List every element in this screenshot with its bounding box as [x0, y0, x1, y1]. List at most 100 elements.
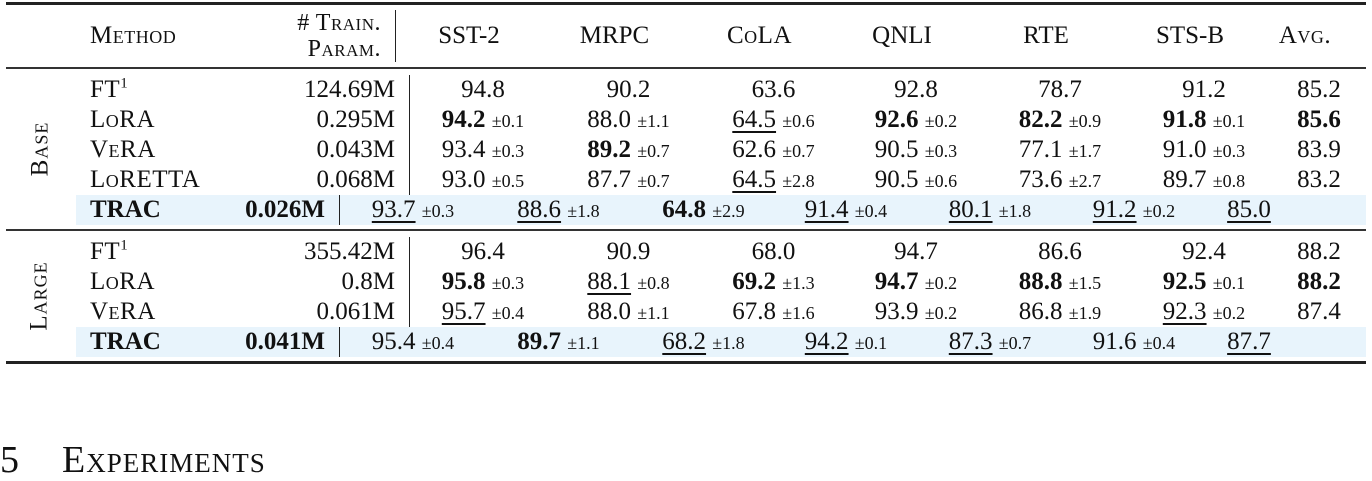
score-cola: 69.2 ±1.3	[701, 267, 846, 298]
method-label: LoRA	[90, 268, 155, 295]
score-value: 88.8	[1018, 267, 1063, 295]
score-value: 87.3	[948, 327, 993, 355]
score-value: 93.4	[441, 135, 486, 163]
method-name: VeRA	[76, 135, 258, 165]
score-value: 91.2	[1182, 76, 1226, 103]
score-mrpc: 88.6 ±1.8	[486, 195, 631, 226]
score-avg: 85.6	[1274, 105, 1364, 135]
header-cola: CoLA	[727, 22, 792, 49]
score-stddev: ±2.8	[782, 170, 815, 191]
footnote-marker: 1	[120, 75, 129, 92]
table-row: FT1 355.42M 96.4 90.9 68.0 94.7 86.6 92.4 88.2	[6, 237, 1366, 267]
score-qnli: 92.6 ±0.2	[846, 105, 986, 136]
score-value: 86.8	[1018, 297, 1063, 325]
score-stddev: ±1.7	[1068, 140, 1102, 161]
trainable-params: 0.043M	[258, 135, 410, 165]
table-row: TRAC 0.041M 95.4 ±0.4 89.7 ±1.1 68.2 ±1.8 94.…	[76, 327, 1366, 357]
method-name: LoRA	[76, 267, 258, 297]
top-rule	[6, 2, 1366, 5]
method-label: FT	[90, 76, 121, 103]
table-row: FT1 124.69M 94.8 90.2 63.6 92.8 78.7 91.2 85.2	[6, 75, 1366, 105]
score-value: 95.4	[371, 327, 416, 355]
score-value: 92.5	[1162, 267, 1207, 295]
score-qnli: 93.9 ±0.2	[846, 297, 986, 328]
score-mrpc: 88.0 ±1.1	[556, 297, 701, 328]
score-mrpc: 89.7 ±1.1	[486, 327, 631, 358]
score-avg: 85.0	[1204, 195, 1294, 225]
method-label: LoRA	[90, 106, 155, 133]
score-sst2: 93.7 ±0.3	[340, 195, 486, 226]
score-value: 87.7	[587, 165, 632, 193]
score-qnli: 91.4 ±0.4	[776, 195, 916, 226]
score-value: 88.0	[587, 297, 632, 325]
score-stsb: 91.8 ±0.1	[1134, 105, 1274, 136]
header-rte: RTE	[1023, 22, 1069, 49]
trainable-params: 0.8M	[258, 267, 410, 297]
score-value: 77.1	[1018, 135, 1063, 163]
score-value: 95.7	[441, 297, 486, 325]
score-value: 96.4	[461, 238, 505, 265]
score-stddev: ±0.7	[782, 140, 815, 161]
score-rte: 73.6 ±2.7	[986, 165, 1134, 196]
score-avg: 85.2	[1274, 75, 1364, 105]
score-stddev: ±0.2	[924, 110, 958, 131]
score-value: 91.8	[1162, 105, 1207, 133]
score-stddev: ±0.6	[924, 170, 958, 191]
score-value: 89.2	[587, 135, 632, 163]
footnote-marker: 1	[120, 237, 129, 254]
score-stddev: ±0.2	[924, 272, 958, 293]
score-mrpc: 88.0 ±1.1	[556, 105, 701, 136]
method-name: LoRA	[76, 105, 258, 135]
score-cola: 68.2 ±1.8	[631, 327, 776, 358]
score-value: 88.2	[1297, 268, 1341, 295]
header-avg: Avg.	[1278, 22, 1332, 49]
score-value: 63.6	[751, 76, 796, 103]
score-value: 91.6	[1092, 327, 1137, 355]
score-value: 90.5	[874, 165, 919, 193]
section-heading: 5 Experiments	[0, 440, 266, 480]
method-label: VeRA	[90, 298, 156, 325]
method-name: FT1	[76, 237, 258, 267]
score-stsb: 92.4	[1134, 237, 1274, 267]
score-stddev: ±0.3	[1212, 140, 1246, 161]
score-stsb: 92.3 ±0.2	[1134, 297, 1274, 328]
score-value: 94.8	[461, 76, 505, 103]
score-stddev: ±1.8	[567, 200, 600, 221]
score-value: 94.2	[804, 327, 849, 355]
score-stddev: ±0.7	[998, 332, 1032, 353]
score-stddev: ±2.9	[712, 200, 745, 221]
score-qnli: 92.8	[846, 75, 986, 105]
score-stddev: ±0.3	[491, 272, 525, 293]
score-value: 67.8	[732, 297, 777, 325]
score-stsb: 91.2 ±0.2	[1064, 195, 1204, 226]
score-value: 80.1	[948, 195, 993, 223]
score-stddev: ±0.1	[1212, 110, 1246, 131]
table-row: LoRETTA 0.068M 93.0 ±0.5 87.7 ±0.7 64.5 ±2.8…	[6, 165, 1366, 195]
section-title: Experiments	[62, 439, 266, 481]
score-cola: 67.8 ±1.6	[701, 297, 846, 328]
header-params-line2: Param.	[307, 36, 381, 62]
score-value: 73.6	[1018, 165, 1063, 193]
table-row: LoRA 0.295M 94.2 ±0.1 88.0 ±1.1 64.5 ±0.6 92.…	[6, 105, 1366, 135]
score-stddev: ±2.7	[1068, 170, 1102, 191]
score-stddev: ±1.5	[1068, 272, 1102, 293]
score-stddev: ±0.7	[637, 170, 670, 191]
score-avg: 88.2	[1274, 267, 1364, 297]
score-mrpc: 88.1 ±0.8	[556, 267, 701, 298]
score-qnli: 94.2 ±0.1	[776, 327, 916, 358]
score-value: 87.7	[1227, 328, 1271, 355]
section-number: 5	[0, 439, 19, 481]
score-sst2: 95.8 ±0.3	[410, 267, 556, 298]
score-stddev: ±0.2	[1212, 302, 1246, 323]
score-avg: 87.7	[1204, 327, 1294, 357]
score-rte: 77.1 ±1.7	[986, 135, 1134, 166]
score-value: 82.2	[1018, 105, 1063, 133]
score-rte: 86.6	[986, 237, 1134, 267]
score-value: 93.9	[874, 297, 919, 325]
header-rule	[6, 67, 1366, 69]
score-stddev: ±1.3	[782, 272, 815, 293]
score-value: 64.5	[732, 165, 777, 193]
trainable-params: 0.068M	[258, 165, 410, 195]
score-value: 93.0	[441, 165, 486, 193]
score-value: 88.1	[587, 267, 632, 295]
